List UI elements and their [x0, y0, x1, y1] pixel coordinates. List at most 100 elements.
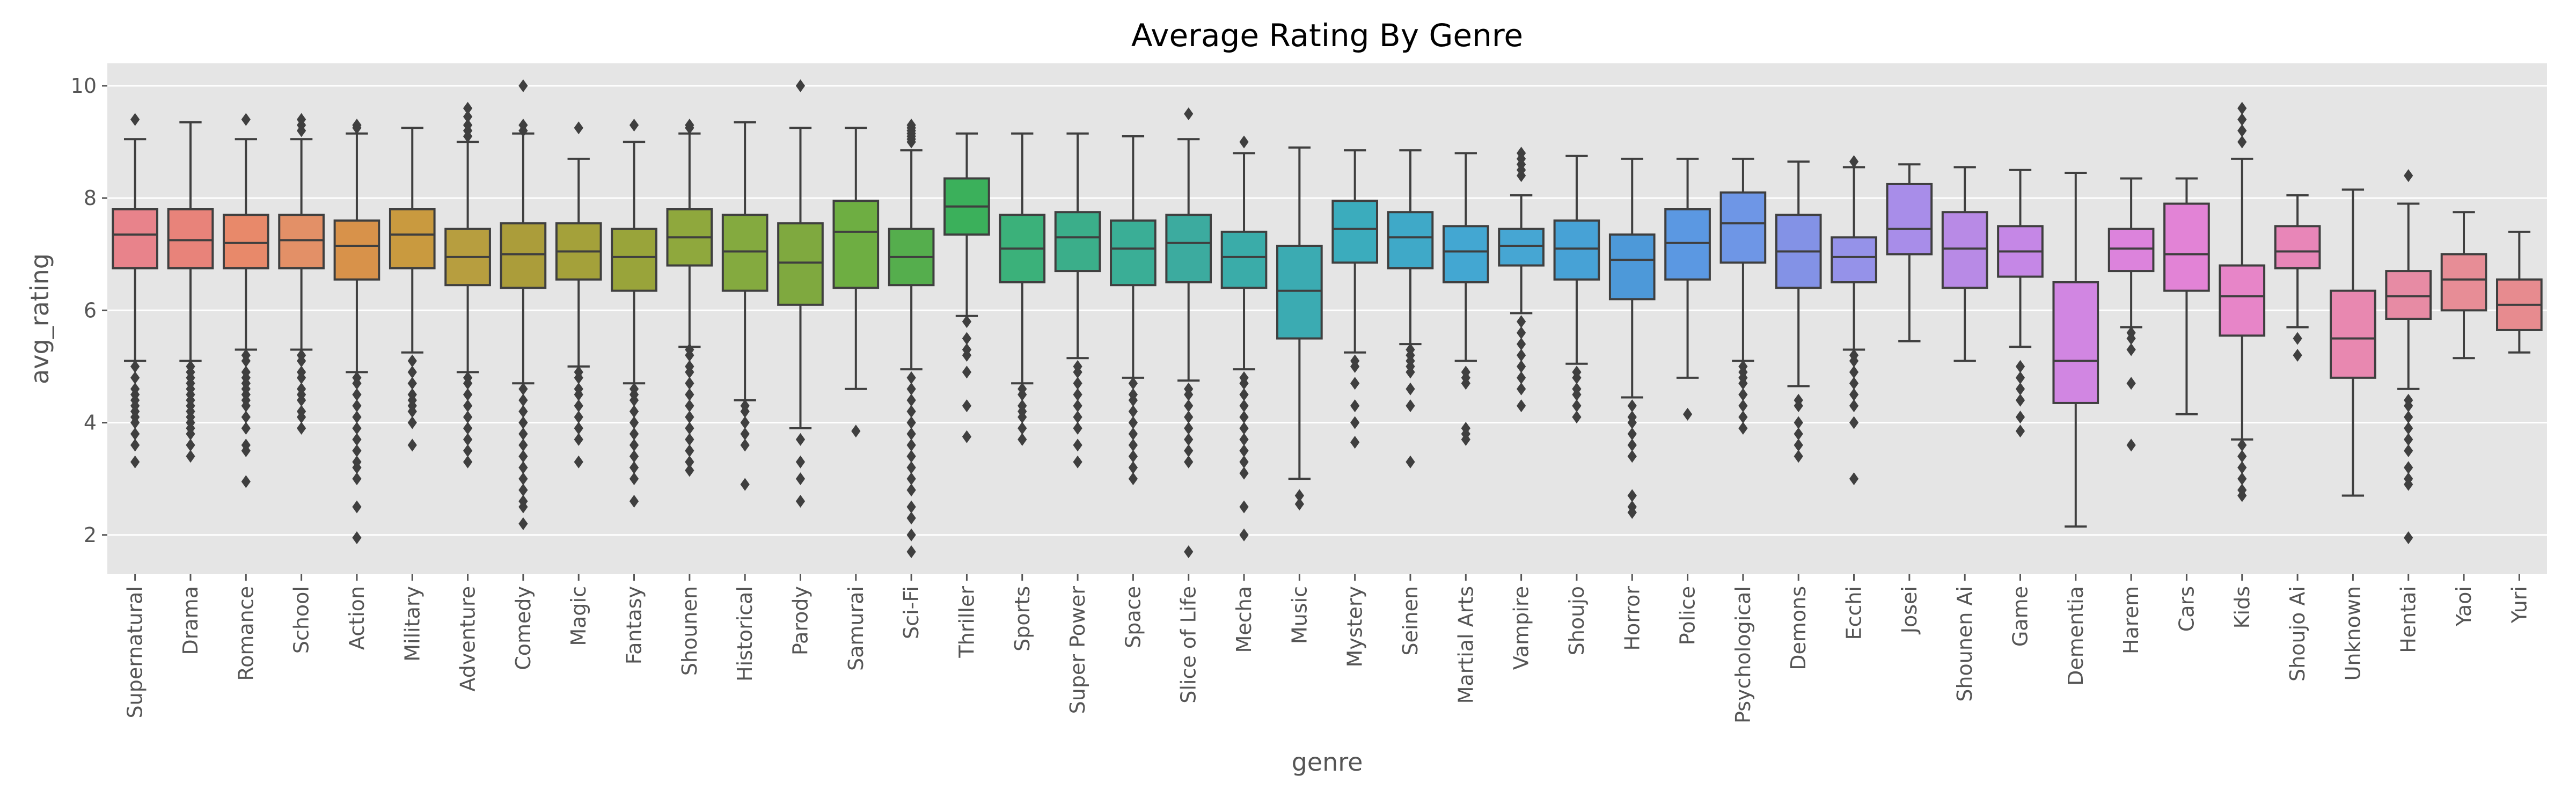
outlier-point: [463, 110, 473, 123]
outlier-point: [1239, 444, 1249, 457]
outlier-point: [851, 425, 861, 438]
outlier-point: [518, 382, 528, 396]
outlier-point: [1849, 388, 1859, 401]
outlier-point: [2015, 382, 2025, 396]
outlier-point: [130, 455, 140, 469]
box-mecha: [1220, 135, 1268, 541]
outlier-point: [685, 433, 694, 446]
outlier-point: [352, 531, 362, 544]
box-vampire: [1498, 147, 1545, 413]
outlier-point: [407, 377, 417, 390]
outlier-point: [962, 365, 972, 379]
iqr-box: [2163, 202, 2210, 292]
x-tick-label: Sci-Fi: [899, 586, 923, 639]
box-horror: [1608, 157, 1656, 519]
iqr-box: [389, 208, 436, 269]
iqr-box: [1608, 233, 1656, 301]
box-super-power: [1054, 132, 1101, 469]
outlier-point: [1073, 411, 1082, 424]
outlier-point: [130, 371, 140, 384]
outlier-point: [1738, 388, 1748, 401]
box-space: [1110, 135, 1157, 486]
box-harem: [2107, 177, 2155, 452]
x-tick-label: Comedy: [511, 586, 535, 670]
box-police: [1664, 157, 1711, 421]
outlier-point: [574, 399, 583, 413]
outlier-point: [1572, 411, 1582, 424]
outlier-point: [241, 444, 251, 457]
outlier-point: [2126, 332, 2136, 345]
iqr-box: [1553, 219, 1600, 281]
outlier-point: [1239, 388, 1249, 401]
outlier-point: [518, 461, 528, 474]
outlier-point: [1073, 422, 1082, 435]
x-tick-label: School: [290, 586, 313, 654]
outlier-point: [1073, 455, 1082, 469]
iqr-box: [1498, 228, 1545, 267]
x-tick-label: Ecchi: [1842, 586, 1866, 640]
outlier-point: [1572, 388, 1582, 401]
outlier-point: [906, 438, 916, 452]
outlier-point: [2015, 393, 2025, 407]
outlier-point: [1184, 411, 1194, 424]
outlier-point: [629, 438, 639, 452]
outlier-point: [463, 444, 473, 457]
outlier-point: [407, 354, 417, 368]
box-shounen-ai: [1941, 166, 1988, 362]
outlier-point: [296, 124, 306, 137]
box-magic: [555, 121, 602, 469]
outlier-point: [463, 377, 473, 390]
outlier-point: [1184, 399, 1194, 413]
x-tick-label: Martial Arts: [1454, 586, 1477, 704]
outlier-point: [518, 472, 528, 486]
outlier-point: [352, 388, 362, 401]
box-game: [1997, 169, 2044, 438]
outlier-point: [463, 388, 473, 401]
gridlines: [107, 85, 2547, 536]
outlier-point: [1073, 399, 1082, 413]
outlier-point: [1516, 315, 1526, 328]
outlier-point: [1184, 107, 1194, 121]
outlier-point: [1294, 497, 1304, 511]
outlier-point: [2404, 461, 2413, 474]
y-tick-label: 6: [84, 298, 97, 322]
outlier-point: [296, 422, 306, 435]
x-tick-label: Yuri: [2507, 586, 2531, 624]
iqr-box: [611, 228, 657, 292]
outlier-point: [1128, 393, 1138, 407]
x-tick-label: Fantasy: [623, 586, 646, 664]
outlier-point: [795, 79, 806, 92]
iqr-box: [2107, 228, 2155, 273]
outlier-point: [1738, 399, 1748, 413]
outlier-point: [518, 124, 528, 137]
box-parody: [777, 79, 824, 508]
outlier-point: [906, 382, 916, 396]
outlier-point: [1128, 438, 1138, 452]
iqr-box: [1442, 225, 1489, 283]
outlier-point: [685, 399, 694, 413]
box-sci-fi: [888, 119, 935, 559]
outlier-point: [629, 393, 639, 407]
outlier-point: [906, 135, 916, 149]
outlier-point: [1128, 427, 1138, 441]
outlier-point: [1794, 416, 1803, 429]
outlier-point: [2293, 349, 2302, 362]
outlier-point: [463, 130, 473, 143]
outlier-point: [795, 495, 806, 508]
box-thriller: [943, 132, 990, 443]
outlier-point: [629, 450, 639, 463]
outlier-point: [296, 411, 306, 424]
x-tick-label: Slice of Life: [1177, 586, 1201, 704]
x-tick-label: Shoujo Ai: [2286, 586, 2309, 682]
box-supernatural: [112, 113, 158, 469]
x-tick-label: Adventure: [456, 586, 480, 692]
iqr-box: [1387, 211, 1434, 269]
outlier-point: [1572, 399, 1582, 413]
outlier-point: [1350, 436, 1360, 449]
outlier-point: [685, 349, 694, 362]
outlier-point: [962, 315, 972, 328]
outlier-point: [1239, 422, 1249, 435]
outlier-point: [574, 121, 583, 135]
outlier-point: [518, 438, 528, 452]
